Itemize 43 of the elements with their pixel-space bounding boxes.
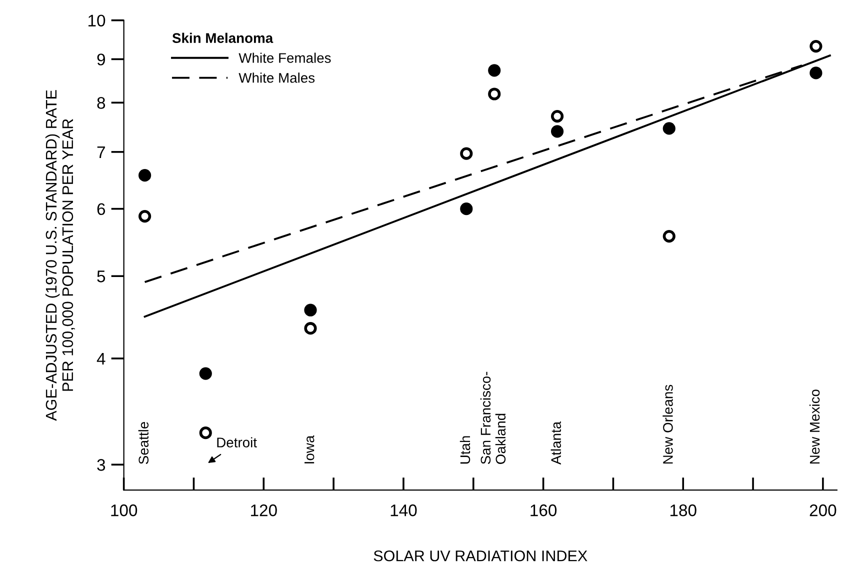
point: [304, 304, 317, 316]
point: [138, 210, 152, 223]
annotation: Detroit: [217, 437, 257, 448]
y-axis-title: AGE-ADJUSTED (1970 U.S. STANDARD) RATE PER 100,000 POPULATION PER YEAR: [45, 90, 75, 421]
y-tick-label: 4: [96, 353, 106, 365]
y-tick-label: 3: [97, 459, 106, 471]
point: [662, 230, 676, 243]
x-tick-label: 100: [111, 504, 138, 516]
point: [199, 367, 212, 380]
x-tick-label: 160: [530, 504, 557, 516]
y-tick-label: 9: [97, 54, 105, 66]
legend-label: White Males: [238, 72, 315, 83]
legend-title: Skin Melanoma: [172, 32, 274, 43]
annotation: Utah: [460, 436, 470, 464]
y-tick-label: 8: [97, 97, 106, 109]
point: [488, 64, 501, 77]
point: [810, 66, 822, 80]
point: [488, 88, 501, 100]
point: [138, 169, 152, 182]
x-tick-label: 140: [390, 504, 417, 516]
annotation: New Mexico: [809, 390, 820, 464]
point: [199, 426, 212, 440]
point: [460, 147, 473, 160]
point: [550, 125, 564, 138]
point: [460, 202, 473, 216]
y-tick-label: 5: [97, 270, 106, 282]
x-tick-label: 180: [670, 504, 696, 516]
legend-label: White Females: [238, 52, 331, 63]
x-tick-label: 200: [810, 504, 836, 516]
annotation: Seattle: [138, 422, 149, 464]
point: [810, 40, 822, 53]
y-tick-label: 6: [97, 203, 106, 216]
annotation: Atlanta: [550, 421, 562, 465]
point: [662, 122, 676, 135]
y-tick-label: 10: [88, 14, 106, 27]
x-axis-title: SOLAR UV RADIATION INDEX: [374, 550, 588, 562]
x-tick-label: 120: [251, 504, 277, 516]
point: [550, 110, 564, 123]
y-tick-label: 7: [97, 146, 105, 158]
point: [304, 322, 317, 335]
annotation: New Orleans: [662, 384, 673, 464]
annotation: Iowa: [304, 435, 314, 464]
annotation: San Francisco- Oakland: [480, 372, 506, 464]
